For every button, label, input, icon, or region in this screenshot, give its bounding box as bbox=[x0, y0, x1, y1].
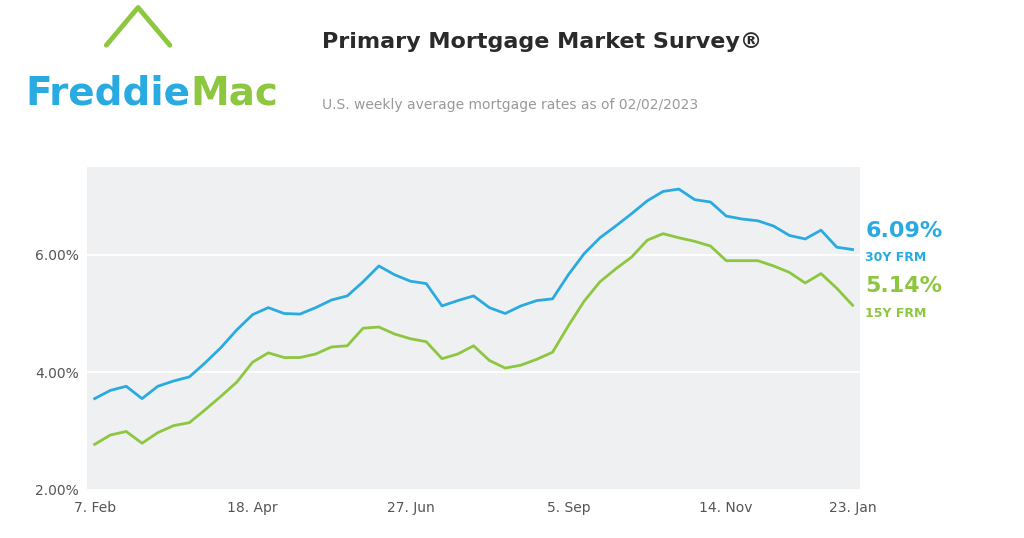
Text: Mac: Mac bbox=[190, 74, 279, 112]
Text: 6.09%: 6.09% bbox=[865, 221, 942, 240]
Text: Freddie: Freddie bbox=[26, 74, 190, 112]
Text: U.S. weekly average mortgage rates as of 02/02/2023: U.S. weekly average mortgage rates as of… bbox=[322, 98, 697, 112]
Text: Primary Mortgage Market Survey®: Primary Mortgage Market Survey® bbox=[322, 32, 762, 52]
Text: 5.14%: 5.14% bbox=[865, 277, 942, 296]
Text: 30Y FRM: 30Y FRM bbox=[865, 251, 927, 264]
Text: 15Y FRM: 15Y FRM bbox=[865, 307, 927, 320]
